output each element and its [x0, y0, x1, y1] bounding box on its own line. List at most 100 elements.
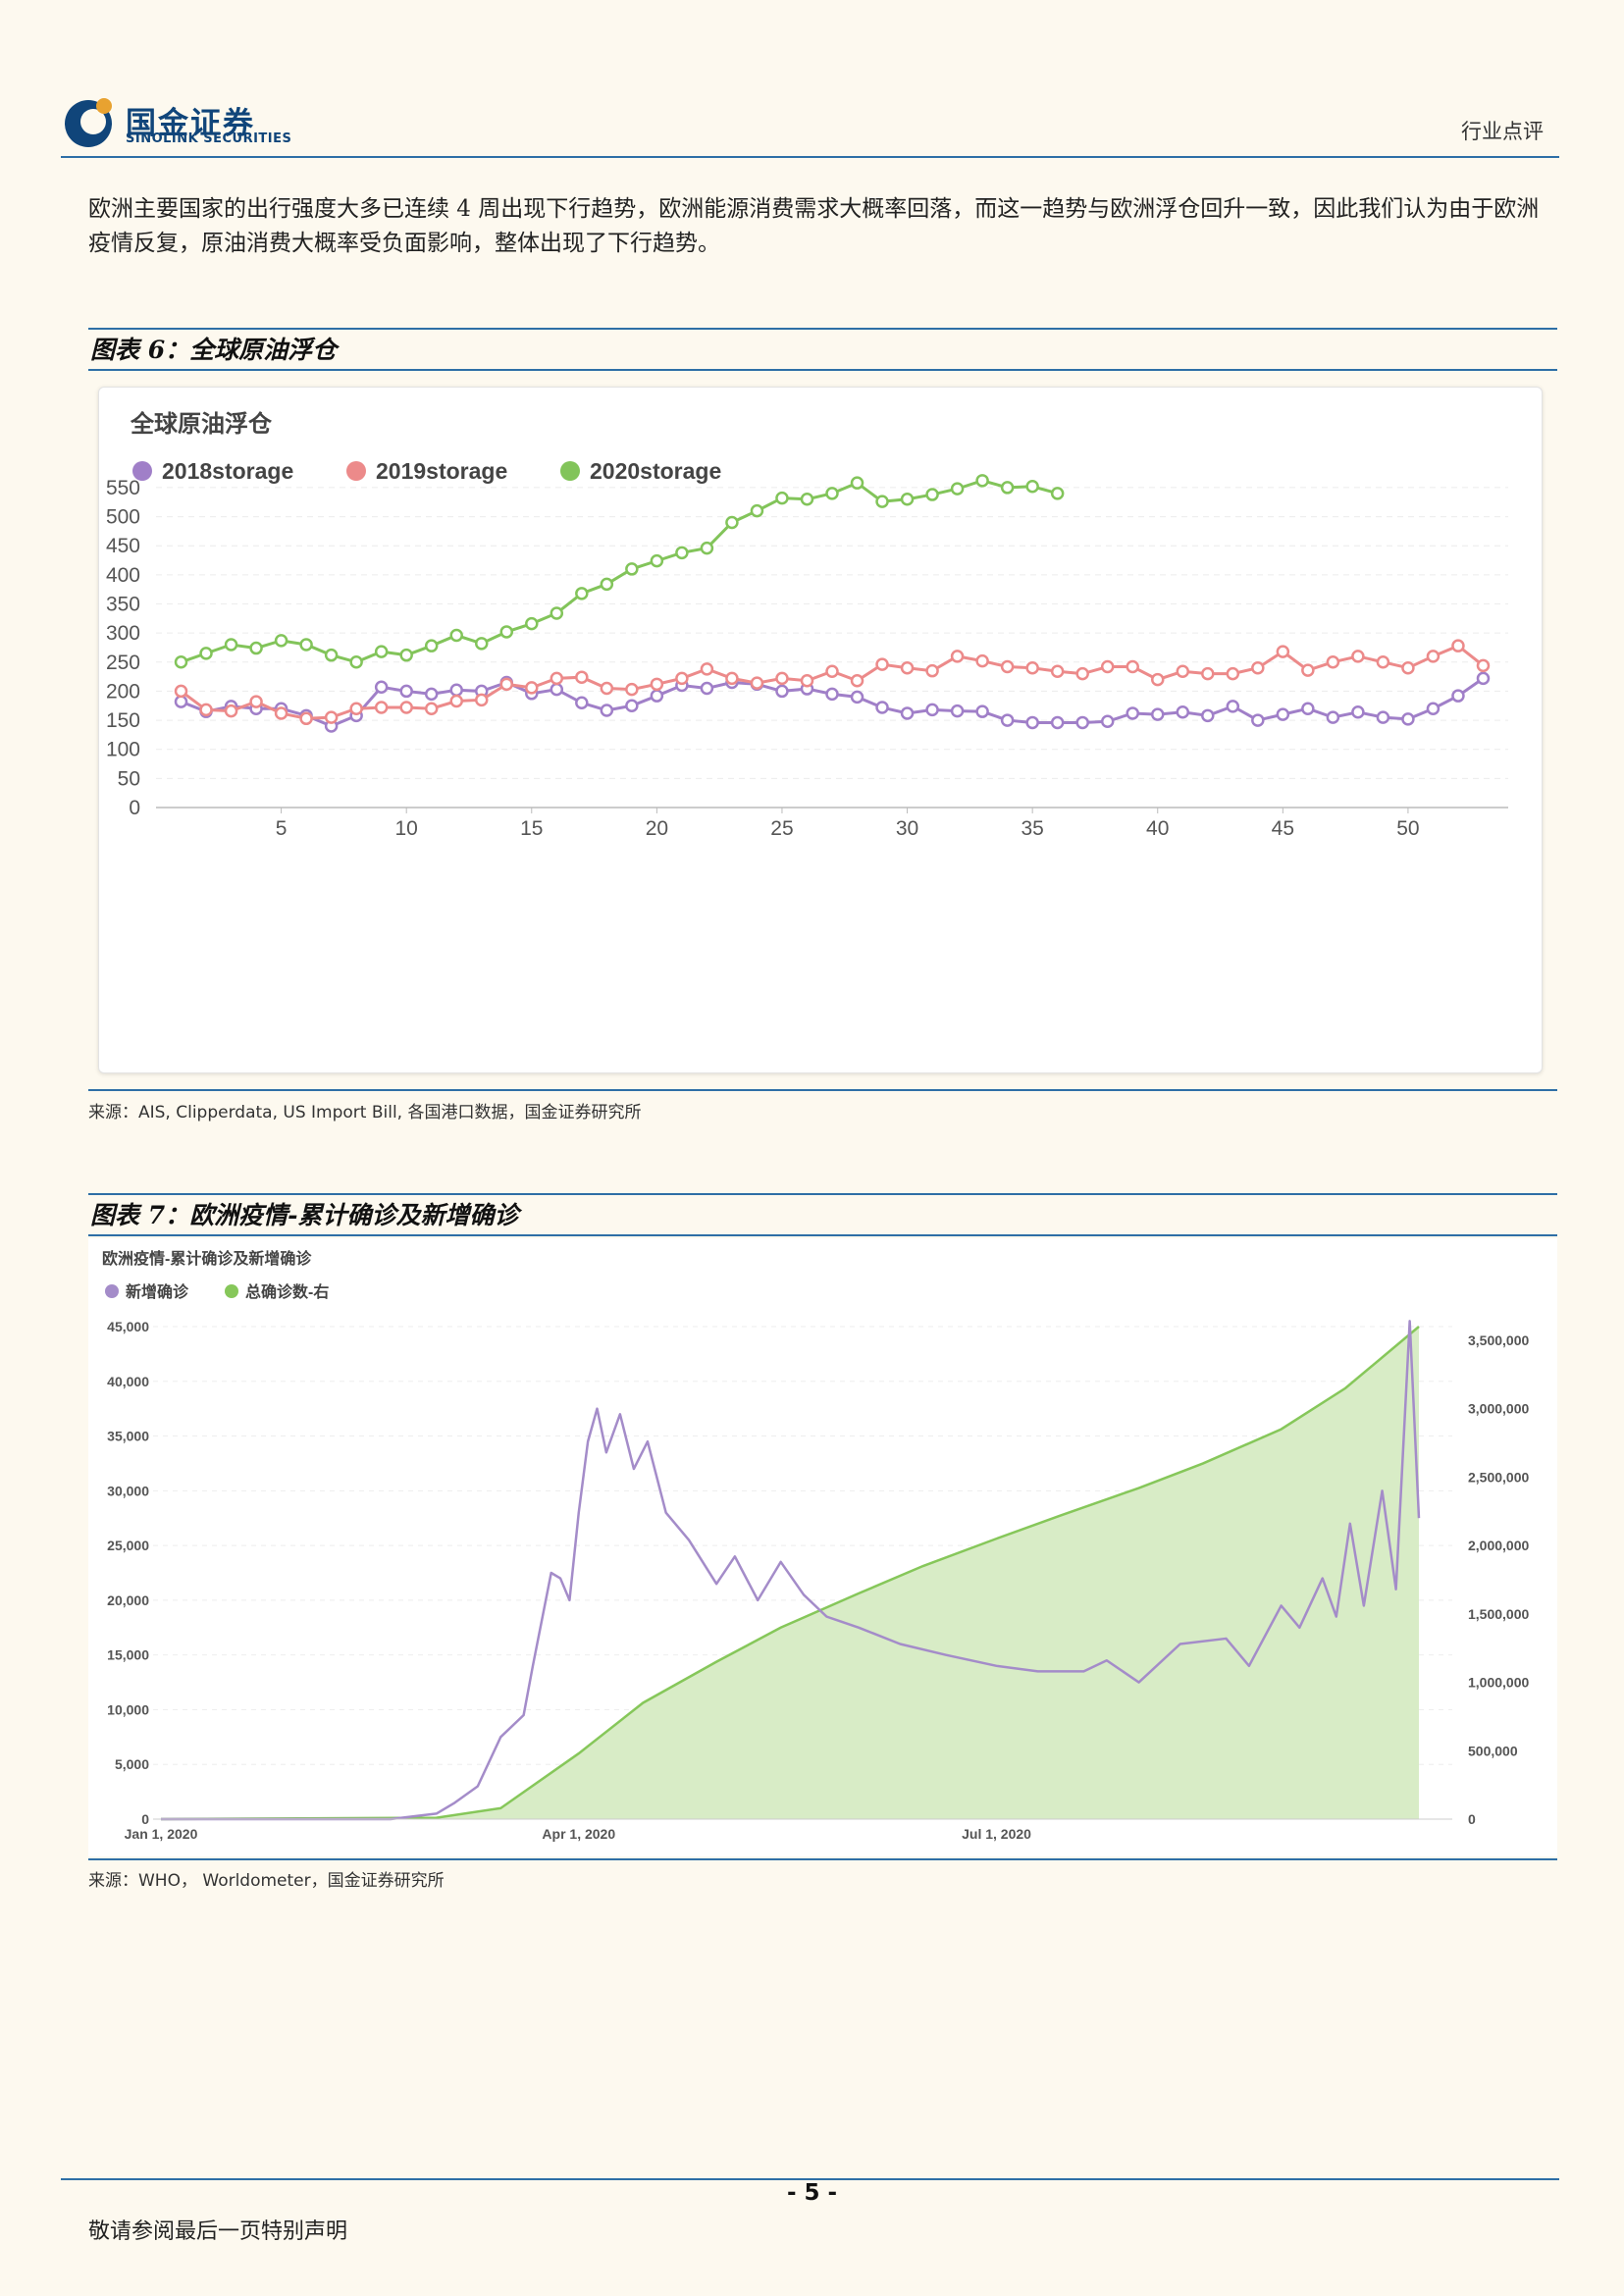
chart6-point: [600, 704, 614, 717]
chart6-point: [950, 650, 965, 663]
chart6-x-tick: 50: [1396, 817, 1419, 840]
chart6-legend-label: 2018storage: [162, 458, 293, 484]
chart7-total-line: [160, 1326, 1420, 1821]
chart6-point: [1276, 707, 1290, 721]
chart7-y-right-tick: 3,500,000: [1468, 1332, 1529, 1348]
chart6-x-tick: 25: [770, 817, 793, 840]
chart6-point: [775, 491, 789, 505]
chart7-y-left-tick: 30,000: [107, 1483, 149, 1498]
chart6-point: [575, 670, 589, 684]
chart6-point: [449, 683, 463, 697]
chart6-point: [625, 562, 639, 576]
chart6-y-tick: 0: [129, 797, 140, 819]
chart6-point: [625, 682, 639, 697]
chart6-point: [1351, 705, 1365, 719]
chart6-point: [1226, 700, 1240, 713]
chart6-legend: 2018storage 2019storage 2020storage: [132, 458, 721, 484]
chart6-point: [975, 653, 989, 668]
chart6-y-tick: 400: [106, 564, 140, 587]
chart6-point: [449, 694, 463, 708]
chart6-point: [1301, 663, 1315, 677]
chart6-series: [174, 474, 1491, 733]
chart6-legend-swatch: [346, 461, 366, 481]
chart7-total-area-fill: [161, 1327, 1419, 1819]
figure7-bottom-rule: [88, 1858, 1557, 1860]
chart6-point: [1476, 671, 1491, 686]
logo: [61, 94, 296, 149]
chart6-point: [374, 680, 389, 695]
chart6-point: [1100, 659, 1115, 674]
chart7-y-left-tick: 45,000: [107, 1319, 149, 1334]
chart7-x-tick: Jul 1, 2020: [962, 1826, 1031, 1842]
chart6-point: [825, 687, 839, 702]
chart6-point: [1050, 664, 1065, 679]
chart7-y-left-tick: 15,000: [107, 1647, 149, 1663]
chart6-point: [1050, 715, 1065, 730]
chart6-point: [1025, 660, 1039, 675]
chart6-point: [550, 682, 564, 697]
chart6-point: [324, 648, 339, 662]
chart6-point: [550, 671, 564, 686]
chart6-point: [1201, 708, 1215, 723]
chart6-point: [349, 702, 363, 715]
chart6-point: [274, 706, 288, 720]
document-type: 行业点评: [1461, 120, 1544, 143]
chart6-y-tick: 250: [106, 652, 140, 674]
chart6-x-tick: 45: [1272, 817, 1294, 840]
chart6-point: [1251, 660, 1265, 675]
chart6-point: [1276, 645, 1290, 658]
chart7-y-left-tick: 40,000: [107, 1374, 149, 1389]
chart6-point: [850, 674, 864, 688]
chart6-point: [1100, 714, 1115, 729]
chart6-x-axis: 5 10 15 20 25 30 35 40 45 50: [156, 807, 1508, 840]
chart6-point: [174, 695, 188, 708]
chart6-point: [299, 711, 313, 726]
chart6-point: [700, 541, 714, 555]
chart6-point: [1075, 715, 1089, 730]
chart6-point: [1150, 672, 1165, 687]
chart6-point: [750, 503, 764, 518]
chart6-point: [775, 671, 789, 686]
oil-storage-chart: 全球原油浮仓 2018storage 2019storage 2020storage…: [106, 410, 1508, 840]
chart7-y-right-tick: 1,000,000: [1468, 1675, 1529, 1691]
chart6-point: [600, 577, 614, 592]
chart6-point: [1451, 639, 1465, 652]
europe-covid-chart: 欧洲疫情-累计确诊及新增确诊 新增确诊 总确诊数-右 0 5,000 10,000 15…: [102, 1249, 1529, 1842]
chart6-point: [650, 553, 664, 568]
chart6-point: [374, 701, 389, 714]
chart6-point: [1376, 655, 1390, 669]
chart6-y-tick: 100: [106, 739, 140, 761]
chart6-line-2020storage: [181, 479, 1059, 664]
chart6-point: [775, 684, 789, 699]
chart6-point: [825, 664, 839, 679]
chart6-y-tick: 350: [106, 594, 140, 616]
chart7-y-left-tick: 0: [141, 1811, 149, 1827]
chart6-point: [1150, 707, 1165, 721]
chart6-point: [800, 493, 814, 506]
chart6-point: [424, 687, 439, 702]
chart6-point: [1426, 650, 1441, 663]
figure6-bottom-rule: [88, 1089, 1557, 1091]
chart6-point: [1025, 715, 1039, 730]
chart6-point: [1326, 710, 1340, 724]
chart6-point: [675, 671, 689, 686]
body-paragraph: 欧洲主要国家的出行强度大多已连续 4 周出现下行趋势，欧洲能源消费需求大概率回落…: [88, 192, 1548, 261]
chart6-point: [1025, 479, 1039, 494]
company-name: 国金证券: [126, 106, 255, 141]
chart6-x-tick: 5: [276, 817, 288, 840]
chart6-point: [399, 684, 413, 699]
chart6-point: [1000, 713, 1015, 727]
chart6-point: [424, 702, 439, 715]
chart6-point: [700, 681, 714, 696]
chart6-point: [1401, 660, 1415, 675]
chart6-point: [575, 587, 589, 600]
chart7-legend: 新增确诊 总确诊数-右: [105, 1282, 329, 1301]
chart6-point: [925, 488, 939, 501]
chart6-y-tick: 500: [106, 506, 140, 529]
chart6-y-tick: 50: [118, 767, 140, 790]
chart7-y-left-axis: 0 5,000 10,000 15,000 20,000 25,000 30,000 35,0…: [107, 1319, 149, 1827]
chart7-y-right-tick: 2,000,000: [1468, 1538, 1529, 1553]
paragraph-text: 欧洲主要国家的出行强度大多已连续 4 周出现下行趋势，欧洲能源消费需求大概率回落…: [88, 196, 1540, 256]
chart7-y-left-tick: 10,000: [107, 1701, 149, 1717]
company-name-en: SINOLINK SECURITIES: [126, 131, 292, 146]
